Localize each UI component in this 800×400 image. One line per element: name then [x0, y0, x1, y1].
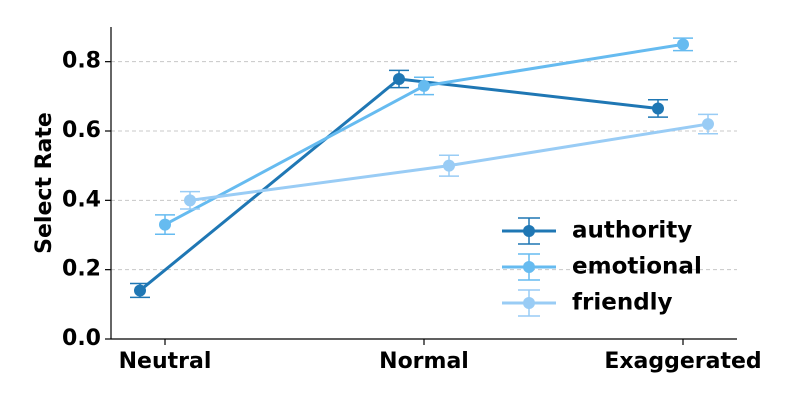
series-line [164, 42, 684, 226]
y-tick-label: 0.8 [62, 49, 101, 74]
x-ticks: Neutral Normal Exaggerated [119, 339, 762, 374]
y-tick-label: 0.4 [62, 187, 101, 212]
series-authority [130, 69, 668, 299]
series-friendly [180, 113, 718, 210]
legend-marker [523, 225, 535, 237]
legend-item-friendly: friendly [502, 289, 673, 317]
legend-item-authority: authority [502, 217, 692, 245]
legend-marker [523, 297, 535, 309]
x-tick-label: Normal [379, 349, 469, 374]
x-tick-label: Neutral [119, 349, 212, 374]
legend-label: friendly [572, 290, 673, 316]
series-emotional [155, 37, 693, 236]
grid-lines [111, 61, 737, 271]
legend-item-emotional: emotional [502, 253, 702, 281]
data-point [702, 118, 714, 131]
legend-label: authority [572, 218, 692, 244]
y-tick-label: 0.0 [62, 326, 101, 351]
data-point [134, 284, 146, 297]
y-ticks: 0.0 0.2 0.4 0.6 0.8 [62, 49, 111, 351]
data-point [677, 38, 689, 51]
y-tick-label: 0.6 [62, 118, 101, 143]
data-point [652, 102, 664, 115]
y-axis-title: Select Rate [32, 112, 57, 254]
legend: authority emotional friendly [502, 217, 702, 317]
data-point [184, 194, 196, 207]
data-point [443, 159, 455, 172]
series [130, 37, 718, 299]
legend-marker [523, 261, 535, 273]
x-tick-label: Exaggerated [604, 349, 761, 374]
data-point [393, 73, 405, 85]
data-point [418, 79, 430, 92]
legend-label: emotional [572, 254, 702, 280]
data-point [159, 218, 171, 231]
y-tick-label: 0.2 [62, 257, 101, 282]
